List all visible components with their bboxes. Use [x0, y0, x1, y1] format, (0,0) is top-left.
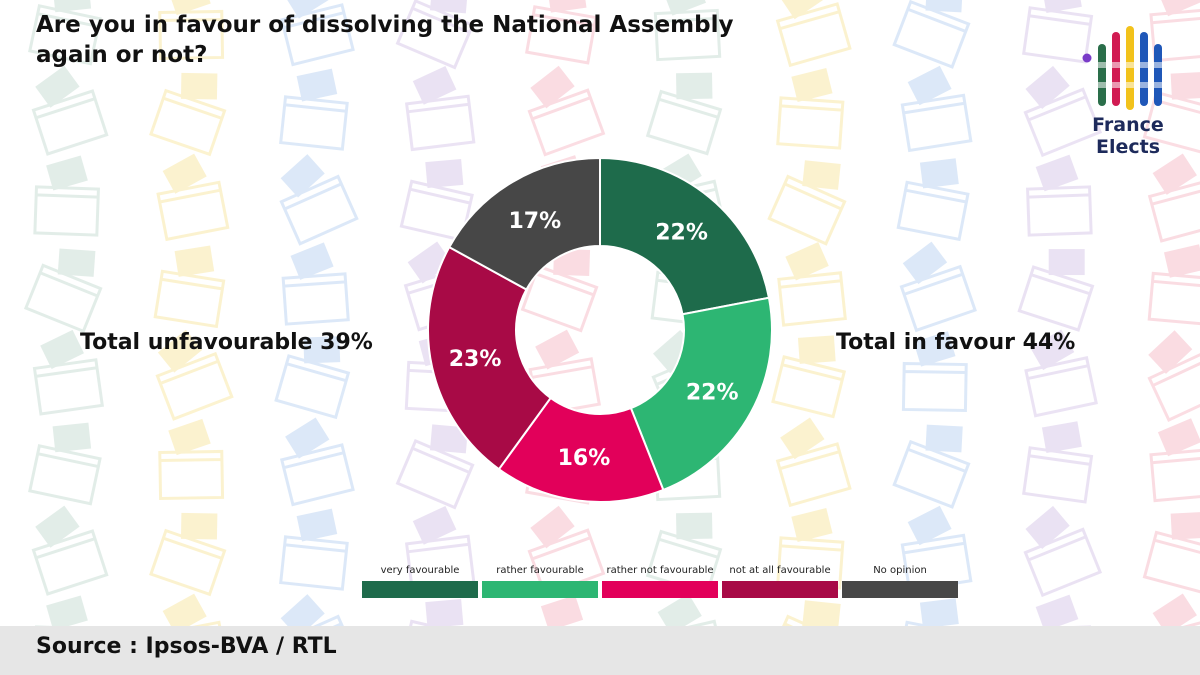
france-elects-logo: France Elects	[1078, 26, 1178, 166]
legend-label-rather-not-favourable: rather not favourable	[606, 565, 714, 576]
legend-swatch-no-opinion	[842, 581, 958, 598]
legend-item-very-favourable: very favourable	[362, 565, 478, 598]
total-in-favour-label: Total in favour 44%	[836, 330, 1076, 355]
donut-slice-not-at-all-favourable	[427, 245, 553, 471]
logo-bars-icon	[1082, 26, 1165, 110]
footer-bar: Source : Ipsos-BVA / RTL	[0, 626, 1200, 675]
legend-label-very-favourable: very favourable	[380, 565, 460, 576]
legend-label-not-at-all-favourable: not at all favourable	[729, 565, 831, 576]
data-label-not-at-all-favourable: 23%	[449, 347, 502, 372]
chart-legend: very favourable rather favourable rather n…	[362, 565, 958, 599]
donut-chart: 22% 22% 16% 23% 17%	[427, 156, 773, 503]
total-unfavourable-label: Total unfavourable 39%	[80, 330, 373, 355]
donut-slice-rather-favourable	[629, 296, 773, 492]
legend-swatch-not-at-all-favourable	[722, 581, 838, 598]
donut-slice-very-favourable	[599, 156, 771, 316]
source-text: Source : Ipsos-BVA / RTL	[36, 634, 337, 659]
legend-item-rather-not-favourable: rather not favourable	[602, 565, 718, 598]
data-label-rather-favourable: 22%	[686, 381, 739, 406]
legend-swatch-rather-not-favourable	[602, 581, 718, 598]
legend-item-rather-favourable: rather favourable	[482, 565, 598, 598]
data-label-no-opinion: 17%	[509, 209, 562, 234]
chart-title: Are you in favour of dissolving the Nati…	[36, 12, 734, 68]
logo-text-france: France	[1092, 114, 1164, 136]
legend-label-no-opinion: No opinion	[873, 565, 927, 576]
data-label-very-favourable: 22%	[655, 220, 708, 245]
legend-label-rather-favourable: rather favourable	[496, 565, 584, 576]
data-label-rather-not-favourable: 16%	[558, 446, 611, 471]
logo-text-elects: Elects	[1095, 136, 1161, 158]
legend-item-not-at-all-favourable: not at all favourable	[722, 565, 838, 598]
donut-slice-no-opinion	[447, 156, 601, 291]
legend-swatch-very-favourable	[362, 581, 478, 598]
legend-swatch-rather-favourable	[482, 581, 598, 598]
legend-item-no-opinion: No opinion	[842, 565, 958, 598]
